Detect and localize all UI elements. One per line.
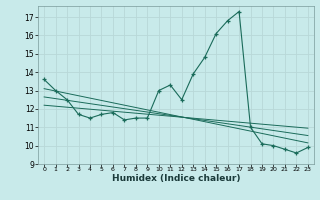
X-axis label: Humidex (Indice chaleur): Humidex (Indice chaleur) bbox=[112, 174, 240, 183]
